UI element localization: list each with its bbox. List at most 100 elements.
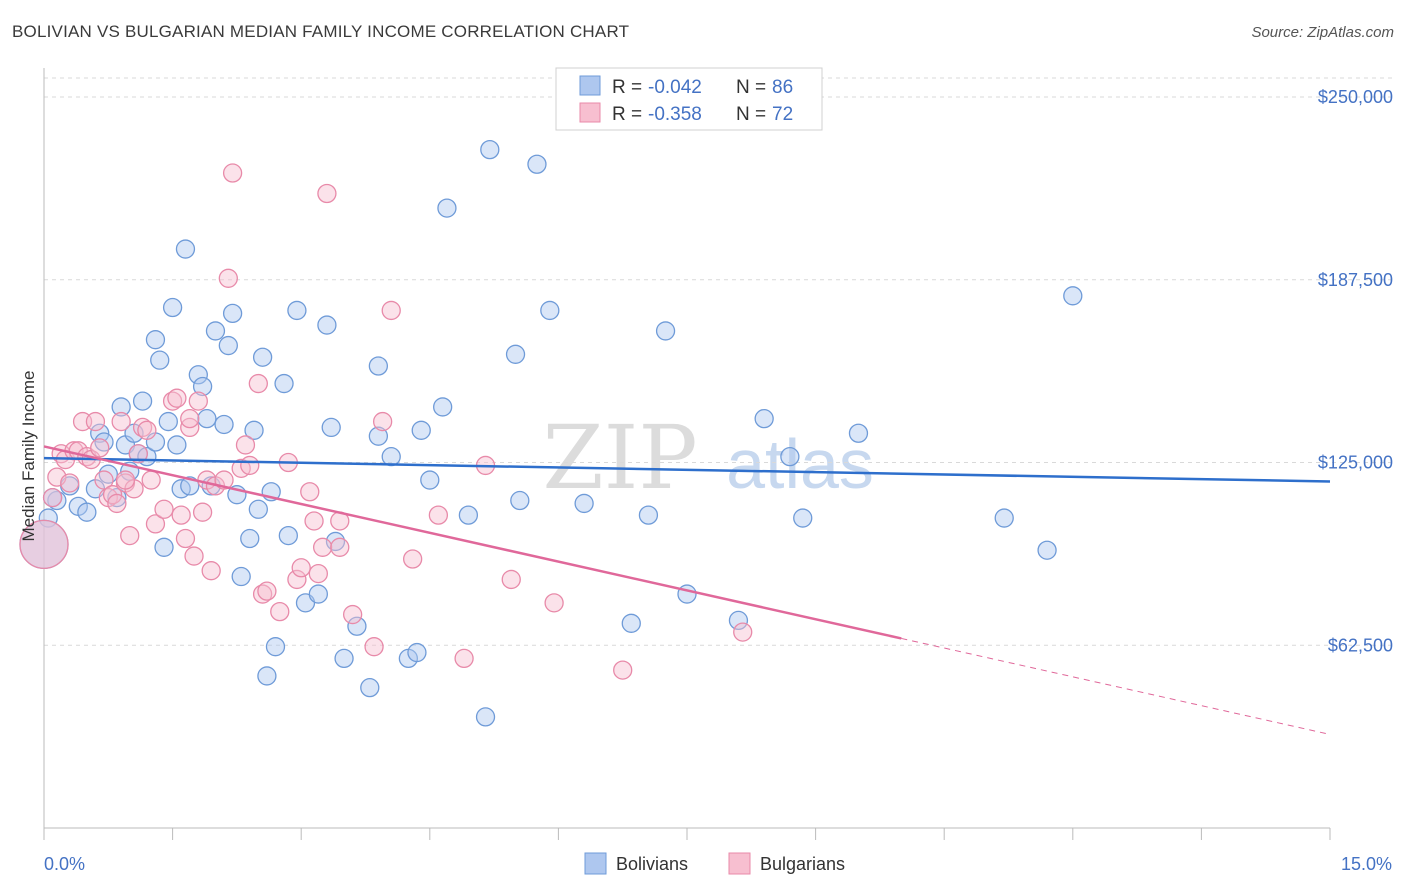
legend-n-label-2: N = bbox=[736, 104, 766, 125]
bolivians-point bbox=[231, 566, 251, 587]
y-tick-label: $187,500 bbox=[1318, 270, 1393, 290]
bolivians-point bbox=[754, 408, 774, 429]
bolivians-point bbox=[368, 356, 389, 376]
bolivians-point bbox=[175, 239, 196, 259]
bolivians-point bbox=[437, 198, 457, 218]
y-tick-label: $250,000 bbox=[1318, 87, 1393, 107]
bolivians-point bbox=[360, 677, 380, 698]
bolivians-point bbox=[1063, 286, 1083, 306]
bolivians-point bbox=[205, 321, 226, 341]
y-tick-label: $125,000 bbox=[1318, 453, 1393, 473]
bolivians-point bbox=[287, 300, 307, 321]
bulgarians-point bbox=[141, 470, 161, 490]
bulgarians-point bbox=[304, 511, 324, 531]
legend-r-label-1: R = bbox=[612, 77, 642, 98]
bolivians-point bbox=[265, 637, 286, 657]
bolivians-trend-line bbox=[43, 456, 1331, 483]
bolivians-point bbox=[480, 139, 500, 160]
y-axis-title: Median Family Income bbox=[19, 370, 38, 541]
bolivians-point bbox=[240, 528, 260, 549]
bulgarians-point bbox=[218, 268, 238, 288]
bulgarians-point bbox=[192, 502, 213, 522]
bulgarians-point bbox=[222, 163, 243, 183]
x-tick-max: 15.0% bbox=[1341, 854, 1392, 874]
bulgarians-point bbox=[120, 525, 140, 546]
bulgarians-point bbox=[454, 648, 474, 669]
series-bulgarians bbox=[19, 163, 753, 680]
bolivians-point bbox=[1037, 540, 1057, 560]
bolivians-point bbox=[214, 414, 234, 435]
y-tick-labels: $62,500 $125,000 $187,500 $250,000 bbox=[1318, 87, 1393, 655]
bottom-legend-bulgarians: Bulgarians bbox=[760, 854, 845, 874]
bolivians-point bbox=[527, 154, 547, 174]
bulgarians-point bbox=[201, 561, 221, 581]
bolivians-point bbox=[248, 499, 268, 519]
bolivians-point bbox=[150, 350, 170, 370]
legend-swatch-blue bbox=[579, 75, 601, 96]
bolivians-point bbox=[510, 490, 530, 511]
bolivians-point bbox=[162, 297, 183, 318]
bulgarians-point bbox=[175, 528, 196, 549]
bulgarians-point bbox=[312, 537, 333, 557]
bulgarians-point bbox=[19, 519, 69, 570]
bulgarians-point bbox=[308, 563, 328, 584]
bulgarians-point bbox=[60, 473, 80, 493]
bulgarians-point bbox=[403, 549, 423, 569]
bulgarians-point bbox=[300, 482, 320, 502]
bulgarians-point bbox=[235, 435, 256, 455]
bolivians-point bbox=[655, 321, 676, 341]
bolivians-point bbox=[77, 502, 97, 522]
bolivians-point bbox=[308, 584, 328, 604]
legend-swatch-pink bbox=[579, 102, 601, 123]
trend-lines bbox=[43, 445, 1331, 735]
bulgarians-point bbox=[154, 499, 174, 519]
legend-n-value-2: 72 bbox=[772, 104, 793, 125]
bolivians-point bbox=[728, 610, 749, 631]
bolivians-point bbox=[132, 391, 153, 411]
bolivians-point bbox=[381, 447, 401, 467]
bulgarians-point bbox=[188, 391, 208, 411]
legend-n-value-1: 86 bbox=[772, 77, 793, 98]
watermark-zip: ZIP bbox=[542, 406, 697, 509]
watermark-atlas: atlas bbox=[726, 425, 874, 503]
bolivians-point bbox=[180, 476, 200, 496]
bulgarians-point bbox=[171, 505, 191, 525]
bulgarians-point bbox=[167, 388, 187, 408]
bulgarians-point bbox=[613, 660, 633, 680]
bolivians-point bbox=[167, 435, 187, 455]
series-bolivians bbox=[19, 139, 1083, 727]
x-tick-min: 0.0% bbox=[44, 854, 85, 874]
bolivians-point bbox=[334, 648, 354, 669]
bolivians-point bbox=[458, 505, 479, 525]
bolivians-point bbox=[848, 423, 869, 443]
bulgarians-point bbox=[240, 455, 260, 476]
legend-r-label-2: R = bbox=[612, 104, 642, 125]
bolivians-point bbox=[621, 613, 641, 633]
bulgarians-point bbox=[145, 514, 166, 534]
bulgarians-point bbox=[317, 183, 337, 204]
bulgarians-point bbox=[111, 411, 131, 432]
bottom-legend-swatch-bulgarians bbox=[728, 852, 751, 875]
bulgarians-trend-extension bbox=[901, 637, 1331, 735]
bolivians-point bbox=[218, 335, 238, 356]
y-tick-label: $62,500 bbox=[1328, 635, 1393, 655]
bulgarians-point bbox=[544, 593, 564, 613]
bolivians-point bbox=[158, 411, 178, 432]
bulgarians-point bbox=[137, 420, 157, 440]
bulgarians-point bbox=[501, 569, 521, 590]
bulgarians-point bbox=[42, 487, 63, 508]
bulgarians-point bbox=[184, 546, 204, 566]
bolivians-point bbox=[574, 493, 594, 514]
bulgarians-point bbox=[270, 601, 290, 622]
bolivians-point bbox=[411, 420, 431, 440]
bolivians-point bbox=[111, 397, 131, 417]
bolivians-point bbox=[192, 376, 213, 397]
bulgarians-point bbox=[85, 411, 106, 432]
bolivians-point bbox=[222, 303, 243, 324]
bolivians-point bbox=[154, 537, 174, 557]
bolivians-point bbox=[278, 525, 298, 546]
bolivians-point bbox=[994, 508, 1014, 528]
bulgarians-point bbox=[364, 637, 384, 657]
bulgarians-point bbox=[257, 581, 277, 601]
bulgarians-point bbox=[428, 505, 449, 525]
